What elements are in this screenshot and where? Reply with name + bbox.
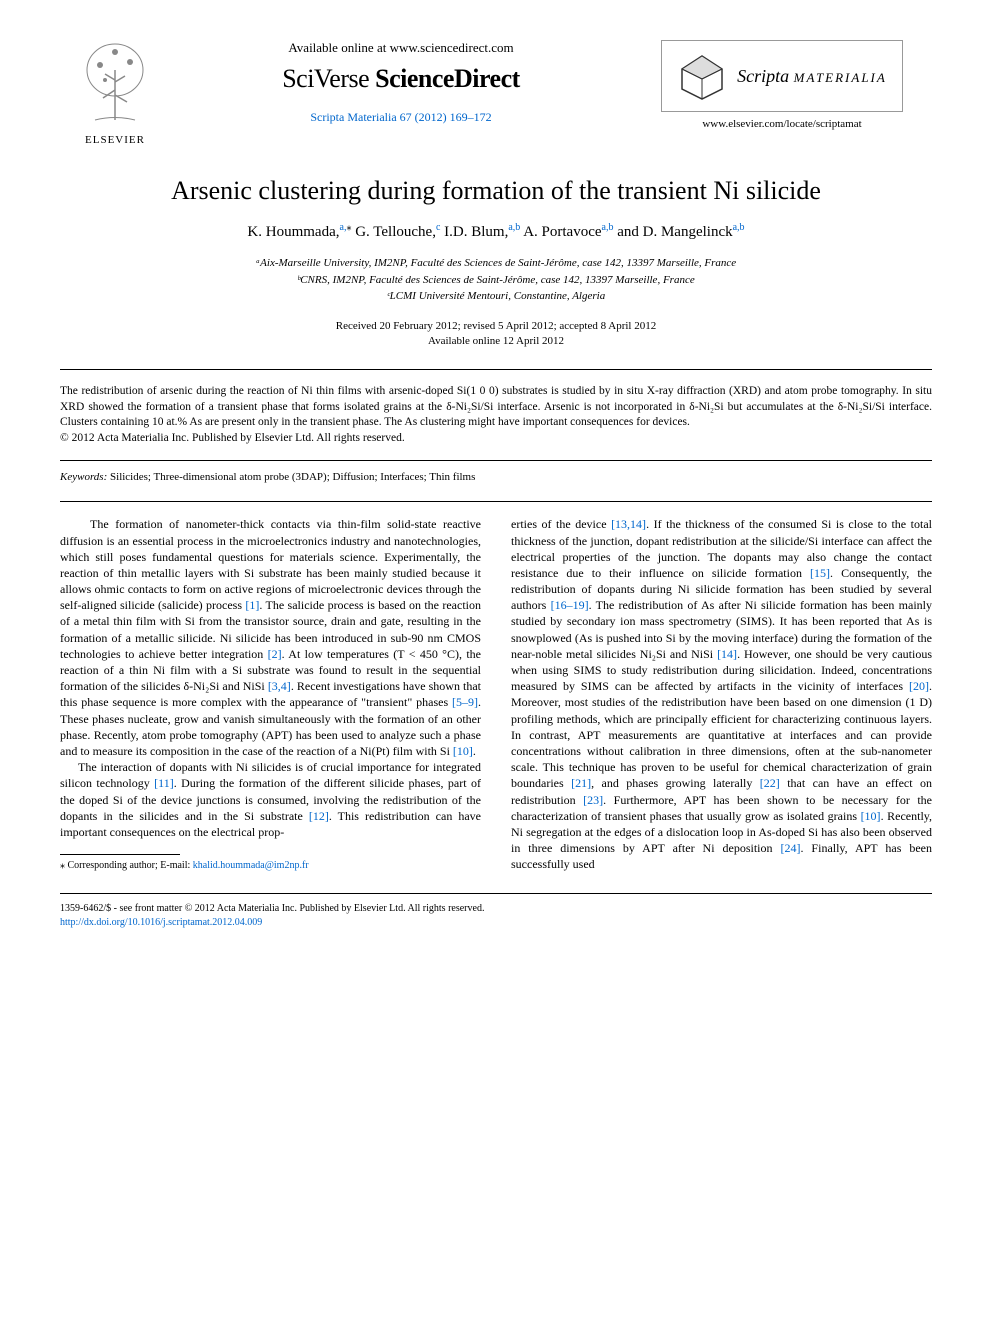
keywords-label: Keywords: <box>60 471 107 483</box>
available-online-text: Available online at www.sciencedirect.co… <box>190 40 612 56</box>
col1-para1: The formation of nanometer-thick contact… <box>60 516 481 759</box>
footer-bar: 1359-6462/$ - see front matter © 2012 Ac… <box>60 893 932 930</box>
column-left: The formation of nanometer-thick contact… <box>60 516 481 872</box>
header-row: ELSEVIER Available online at www.science… <box>60 40 932 146</box>
journal-crystal-icon <box>677 51 727 101</box>
abstract-copyright: © 2012 Acta Materialia Inc. Published by… <box>60 432 405 444</box>
col1-para2: The interaction of dopants with Ni silic… <box>60 759 481 840</box>
citation-link[interactable]: Scripta Materialia 67 (2012) 169–172 <box>310 110 491 125</box>
platform-prefix: SciVerse <box>282 64 369 93</box>
journal-url: www.elsevier.com/locate/scriptamat <box>702 118 861 130</box>
footer-rights: 1359-6462/$ - see front matter © 2012 Ac… <box>60 902 932 916</box>
affiliation-a: ᵃAix-Marseille University, IM2NP, Facult… <box>60 255 932 272</box>
elsevier-label: ELSEVIER <box>85 134 145 146</box>
journal-name-part2: MATERIALIA <box>794 70 887 85</box>
footnote-label: ⁎ Corresponding author; E-mail: <box>60 860 190 871</box>
abstract-block: The redistribution of arsenic during the… <box>60 369 932 461</box>
journal-logo-box: Scripta MATERIALIA <box>661 40 903 112</box>
corresponding-email-link[interactable]: khalid.hoummada@im2np.fr <box>193 860 309 871</box>
corresponding-author-footnote: ⁎ Corresponding author; E-mail: khalid.h… <box>60 859 481 873</box>
abstract-body: The redistribution of arsenic during the… <box>60 385 932 428</box>
dates-online: Available online 12 April 2012 <box>60 334 932 349</box>
affiliations: ᵃAix-Marseille University, IM2NP, Facult… <box>60 255 932 305</box>
keywords-line: Keywords: Silicides; Three-dimensional a… <box>60 471 932 483</box>
elsevier-logo: ELSEVIER <box>60 40 170 146</box>
footnote-separator <box>60 854 180 855</box>
authors-line: K. Hoummada,a,⁎ G. Tellouche,c I.D. Blum… <box>60 222 932 241</box>
article-dates: Received 20 February 2012; revised 5 Apr… <box>60 319 932 350</box>
header-center: Available online at www.sciencedirect.co… <box>170 40 632 126</box>
affiliation-b: ᵇCNRS, IM2NP, Faculté des Sciences de Sa… <box>60 272 932 289</box>
column-right: erties of the device [13,14]. If the thi… <box>511 516 932 872</box>
abstract-text: The redistribution of arsenic during the… <box>60 384 932 446</box>
journal-name: Scripta MATERIALIA <box>737 66 887 87</box>
article-title: Arsenic clustering during formation of t… <box>60 176 932 206</box>
affiliation-c: ᶜLCMI Université Mentouri, Constantine, … <box>60 288 932 305</box>
col2-para1: erties of the device [13,14]. If the thi… <box>511 516 932 872</box>
keywords-values: Silicides; Three-dimensional atom probe … <box>110 471 475 483</box>
body-columns: The formation of nanometer-thick contact… <box>60 516 932 872</box>
journal-logo-block: Scripta MATERIALIA www.elsevier.com/loca… <box>632 40 932 130</box>
sciencedirect-logo: SciVerse ScienceDirect <box>190 64 612 94</box>
divider <box>60 501 932 502</box>
doi-link[interactable]: http://dx.doi.org/10.1016/j.scriptamat.2… <box>60 917 262 928</box>
platform-name: ScienceDirect <box>375 64 520 93</box>
elsevier-tree-icon <box>75 40 155 130</box>
journal-name-part1: Scripta <box>737 66 789 86</box>
dates-received: Received 20 February 2012; revised 5 Apr… <box>60 319 932 334</box>
